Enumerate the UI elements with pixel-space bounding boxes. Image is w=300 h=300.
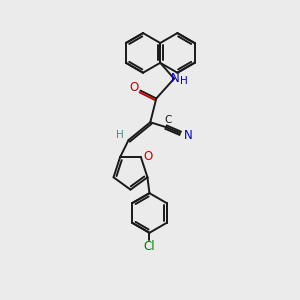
Text: H: H <box>180 76 188 85</box>
Text: O: O <box>130 81 139 94</box>
Text: N: N <box>171 72 179 85</box>
Text: O: O <box>143 150 152 163</box>
Text: C: C <box>164 115 172 125</box>
Text: Cl: Cl <box>144 240 155 253</box>
Text: H: H <box>116 130 124 140</box>
Text: N: N <box>184 129 192 142</box>
